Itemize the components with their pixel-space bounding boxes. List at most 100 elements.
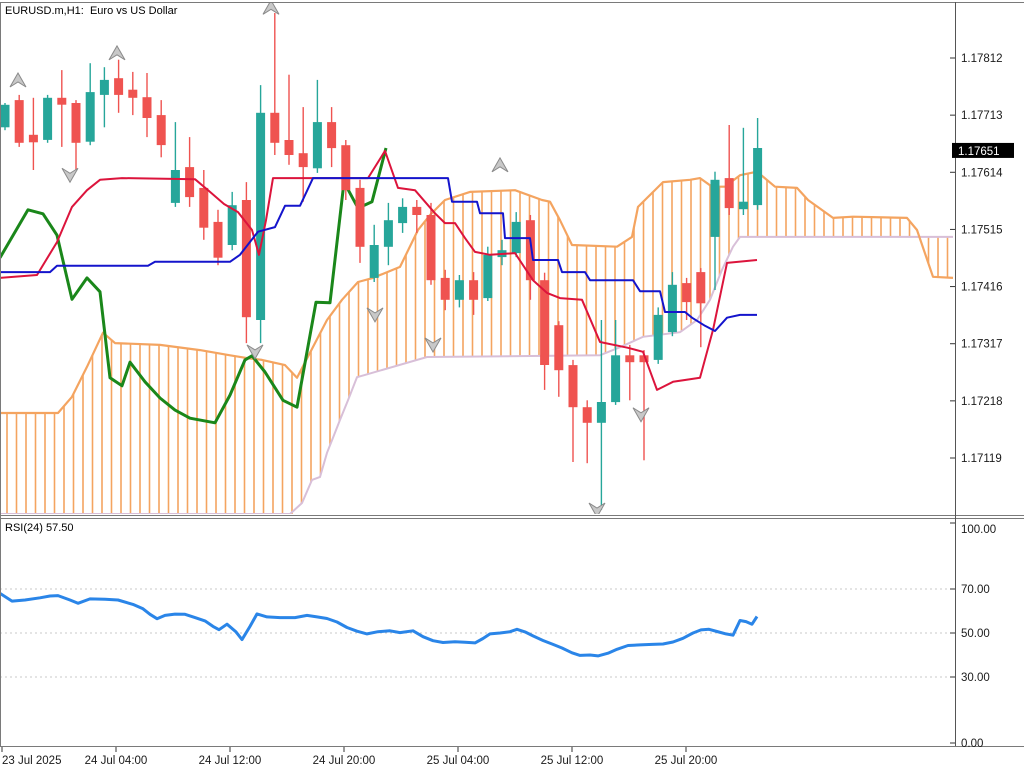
bull-candle	[85, 63, 95, 146]
bear-candle	[341, 140, 351, 200]
bull-candle	[483, 246, 493, 301]
candlestick-series	[0, 13, 763, 510]
price-axis-label: 1.17515	[961, 224, 1003, 236]
current-price-tag: 1.17651	[952, 142, 1014, 158]
bear-candle	[568, 359, 578, 462]
bull-candle	[369, 224, 379, 282]
fractal-up-arrow-icon	[9, 71, 27, 88]
rsi-axis-label: 30.00	[961, 672, 990, 684]
price-axis-label: 1.17416	[961, 282, 1003, 294]
time-axis-label: 24 Jul 04:00	[85, 755, 148, 767]
bull-candle	[256, 85, 266, 344]
bear-candle	[440, 269, 450, 311]
rsi-panel[interactable]	[0, 588, 955, 678]
rsi-line	[0, 592, 759, 658]
bear-candle	[625, 344, 635, 401]
bear-candle	[355, 179, 365, 263]
chart-title: EURUSD.m,H1: Euro vs US Dollar	[5, 5, 178, 17]
panel-frame	[0, 2, 1024, 747]
bull-candle	[383, 202, 393, 266]
time-axis-label: 24 Jul 20:00	[313, 755, 376, 767]
fractal-down-arrow-icon	[424, 337, 442, 353]
time-axis-label: 25 Jul 12:00	[541, 755, 604, 767]
price-axis-label: 1.17812	[961, 53, 1003, 65]
senkou-span-a-line	[0, 170, 954, 415]
senkou-span-b-line	[0, 235, 953, 514]
chikou-span-line	[0, 147, 388, 425]
fractal-down-arrow-icon	[588, 502, 606, 514]
fractal-up-arrow-icon	[491, 156, 509, 173]
rsi-axis[interactable]: 100.00 70.00 50.00 30.00 0.00	[950, 522, 996, 750]
price-panel[interactable]	[0, 0, 954, 517]
time-axis[interactable]: 23 Jul 2025 24 Jul 04:00 24 Jul 12:00 24 Ju…	[1, 747, 718, 767]
bear-candle	[327, 107, 337, 168]
time-axis-label: 24 Jul 12:00	[199, 755, 262, 767]
fractal-down-arrow-icon	[632, 407, 650, 423]
rsi-axis-label: 100.00	[961, 524, 996, 536]
time-axis-label: 25 Jul 20:00	[655, 755, 718, 767]
bear-candle	[696, 268, 706, 348]
bear-candle	[213, 209, 223, 266]
bear-candle	[284, 74, 294, 165]
bull-candle	[0, 103, 10, 131]
price-axis-label: 1.17713	[961, 110, 1003, 122]
tenkan-sen-line	[0, 149, 758, 391]
fractal-down-arrow-icon	[61, 167, 79, 184]
bull-candle	[454, 275, 464, 308]
bull-candle	[227, 191, 237, 251]
bear-candle	[156, 100, 166, 158]
price-axis-label: 1.17317	[961, 339, 1003, 351]
bear-candle	[540, 272, 550, 390]
bear-candle	[724, 125, 734, 215]
price-axis-label: 1.17119	[961, 453, 1002, 465]
bull-candle	[312, 79, 322, 173]
rsi-indicator-label: RSI(24) 57.50	[5, 522, 74, 534]
time-axis-label: 25 Jul 04:00	[427, 755, 490, 767]
bull-candle	[596, 320, 606, 510]
bear-candle	[270, 13, 280, 155]
bull-candle	[170, 122, 180, 207]
rsi-axis-label: 50.00	[961, 628, 990, 640]
bull-candle	[738, 127, 748, 215]
bear-candle	[199, 170, 209, 240]
bear-candle	[469, 272, 479, 315]
bull-candle	[43, 94, 53, 143]
bear-candle	[28, 97, 38, 170]
bull-candle	[497, 239, 507, 266]
fractal-down-arrow-icon	[366, 307, 384, 323]
bull-candle	[653, 307, 663, 364]
bear-candle	[14, 94, 24, 147]
bear-candle	[412, 200, 422, 233]
bear-candle	[298, 107, 308, 202]
bear-candle	[142, 73, 152, 138]
bear-candle	[241, 182, 251, 344]
ichimoku-cloud	[6, 172, 949, 514]
bull-candle	[611, 320, 621, 405]
bear-candle	[639, 350, 649, 461]
bear-candle	[582, 400, 592, 464]
fractal-up-arrow-icon	[262, 3, 280, 15]
time-axis-label: 23 Jul 2025	[2, 755, 61, 767]
bear-candle	[57, 70, 67, 147]
fractal-down-arrow-icon	[246, 344, 264, 360]
bear-candle	[554, 321, 564, 397]
svg-text:1.17651: 1.17651	[958, 146, 1000, 158]
bear-candle	[114, 59, 124, 113]
bear-candle	[185, 137, 195, 207]
price-axis-label: 1.17218	[961, 396, 1003, 408]
bull-candle	[753, 118, 763, 210]
bear-candle	[71, 100, 81, 170]
rsi-axis-label: 70.00	[961, 584, 990, 596]
price-axis-label: 1.17614	[961, 167, 1003, 179]
rsi-axis-label: 0.00	[961, 738, 983, 750]
bear-candle	[525, 215, 535, 300]
bull-candle	[398, 198, 408, 233]
bear-candle	[426, 202, 436, 285]
bull-candle	[667, 272, 677, 337]
fractal-up-arrow-icon	[108, 44, 126, 61]
price-axis[interactable]: 1.17812 1.17713 1.17614 1.17515 1.17416 1.173…	[950, 53, 1014, 465]
kijun-sen-line	[0, 177, 757, 332]
bear-candle	[128, 71, 138, 116]
